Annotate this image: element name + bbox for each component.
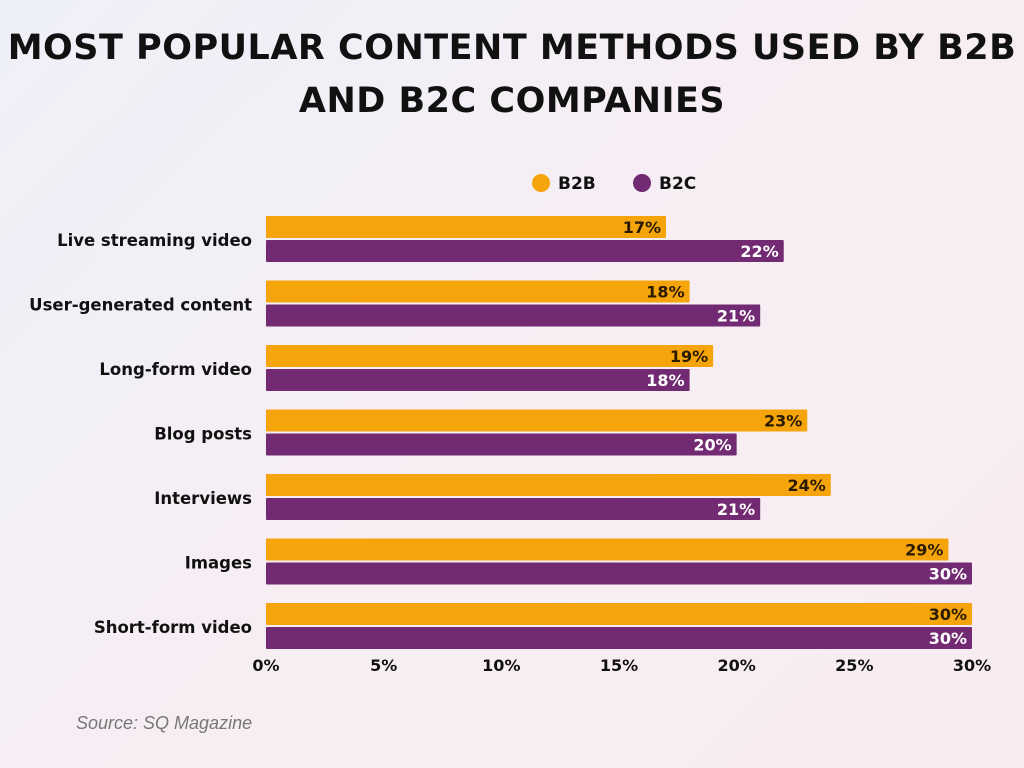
data-label-b2c: 20% [693,436,731,455]
legend-label-b2b: B2B [558,174,596,194]
source-note: Source: SQ Magazine [76,713,253,733]
bar-b2b [266,280,690,303]
data-label-b2b: 29% [905,541,943,560]
bar-b2c [266,240,784,262]
bar-b2b [266,216,667,238]
data-label-b2c: 18% [646,371,684,390]
data-label-b2b: 23% [764,412,802,431]
category-label: User-generated content [29,296,252,315]
bar-b2b [266,474,831,496]
data-label-b2b: 30% [929,605,967,624]
bar-b2b [266,538,949,561]
x-tick-label: 0% [252,656,279,675]
bar-b2c [266,304,761,327]
category-label: Long-form video [99,360,252,379]
x-tick-label: 5% [370,656,397,675]
data-label-b2c: 21% [717,307,755,326]
x-tick-label: 30% [953,656,991,675]
bar-b2b [266,603,972,625]
data-label-b2b: 19% [670,347,708,366]
bar-b2c [266,369,690,391]
bar-b2b [266,345,714,367]
data-label-b2c: 21% [717,500,755,519]
data-label-b2c: 30% [929,565,967,584]
bar-b2c [266,562,972,585]
legend-marker-b2c [633,174,651,192]
bar-b2c [266,498,761,520]
category-label: Images [185,554,252,573]
x-tick-label: 15% [600,656,638,675]
legend-marker-b2b [532,174,550,192]
data-label-b2c: 30% [929,629,967,648]
x-tick-label: 25% [835,656,873,675]
data-label-b2c: 22% [740,242,778,261]
x-tick-label: 20% [718,656,756,675]
data-label-b2b: 18% [646,283,684,302]
chart-title: MOST POPULAR CONTENT METHODS USED BY B2B… [7,28,1017,121]
x-tick-label: 10% [482,656,520,675]
bar-b2c [266,433,737,456]
category-label: Interviews [154,489,252,508]
legend-label-b2c: B2C [659,174,696,194]
data-label-b2b: 24% [788,476,826,495]
category-label: Blog posts [154,425,252,444]
data-label-b2b: 17% [623,218,661,237]
category-label: Short-form video [94,618,252,637]
bar-b2b [266,409,808,432]
category-label: Live streaming video [57,231,252,250]
bar-b2c [266,627,972,649]
